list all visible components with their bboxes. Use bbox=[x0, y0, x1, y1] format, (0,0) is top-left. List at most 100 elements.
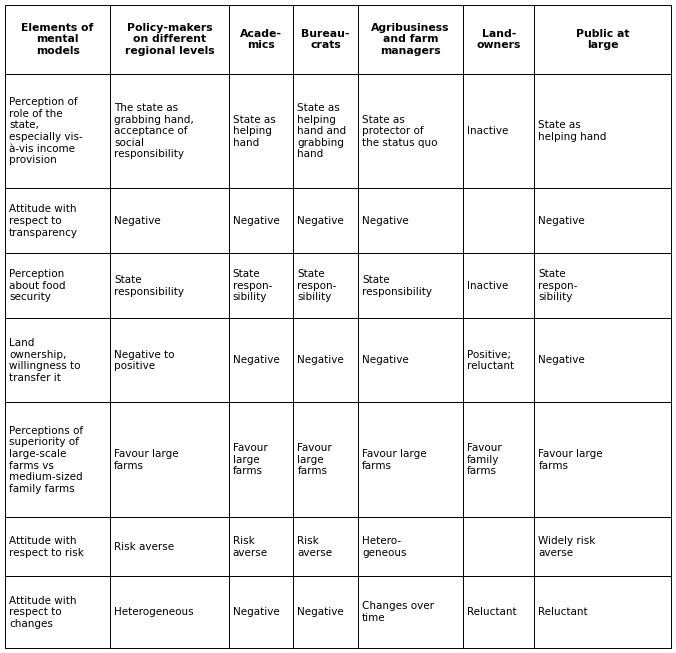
Text: State
respon-
sibility: State respon- sibility bbox=[539, 269, 578, 302]
Text: Hetero-
geneous: Hetero- geneous bbox=[362, 536, 406, 558]
Bar bbox=[358, 253, 463, 319]
Text: Attitude with
respect to
changes: Attitude with respect to changes bbox=[9, 596, 76, 629]
Bar bbox=[228, 577, 293, 648]
Text: Negative: Negative bbox=[297, 607, 344, 617]
Bar bbox=[535, 577, 671, 648]
Bar bbox=[463, 517, 535, 577]
Text: Perception of
role of the
state,
especially vis-
à-vis income
provision: Perception of role of the state, especia… bbox=[9, 97, 82, 165]
Text: Negative to
positive: Negative to positive bbox=[114, 349, 174, 371]
Bar bbox=[293, 319, 358, 402]
Bar bbox=[463, 319, 535, 402]
Bar bbox=[535, 517, 671, 577]
Text: Favour large
farms: Favour large farms bbox=[362, 449, 427, 471]
Text: Favour large
farms: Favour large farms bbox=[114, 449, 179, 471]
Text: Land
ownership,
willingness to
transfer it: Land ownership, willingness to transfer … bbox=[9, 338, 80, 383]
Text: Risk
averse: Risk averse bbox=[233, 536, 268, 558]
Text: Negative: Negative bbox=[297, 355, 344, 366]
Text: Agribusiness
and farm
managers: Agribusiness and farm managers bbox=[371, 23, 450, 56]
Bar bbox=[293, 253, 358, 319]
Bar bbox=[5, 319, 110, 402]
Bar bbox=[110, 253, 228, 319]
Bar bbox=[228, 189, 293, 253]
Text: State as
helping hand: State as helping hand bbox=[539, 120, 607, 142]
Bar bbox=[463, 253, 535, 319]
Bar bbox=[5, 253, 110, 319]
Text: Attitude with
respect to
transparency: Attitude with respect to transparency bbox=[9, 204, 78, 238]
Bar bbox=[293, 74, 358, 189]
Bar bbox=[463, 5, 535, 74]
Text: Negative: Negative bbox=[233, 607, 279, 617]
Bar bbox=[110, 5, 228, 74]
Bar bbox=[293, 5, 358, 74]
Text: State
respon-
sibility: State respon- sibility bbox=[233, 269, 272, 302]
Text: Policy-makers
on different
regional levels: Policy-makers on different regional leve… bbox=[124, 23, 214, 56]
Text: Risk
averse: Risk averse bbox=[297, 536, 333, 558]
Bar bbox=[358, 402, 463, 517]
Bar bbox=[110, 319, 228, 402]
Text: Negative: Negative bbox=[362, 216, 409, 226]
Text: Heterogeneous: Heterogeneous bbox=[114, 607, 194, 617]
Text: Positive;
reluctant: Positive; reluctant bbox=[467, 349, 514, 371]
Text: Reluctant: Reluctant bbox=[467, 607, 517, 617]
Bar bbox=[463, 74, 535, 189]
Bar bbox=[110, 517, 228, 577]
Text: Inactive: Inactive bbox=[467, 281, 508, 291]
Bar bbox=[5, 74, 110, 189]
Text: Perceptions of
superiority of
large-scale
farms vs
medium-sized
family farms: Perceptions of superiority of large-scal… bbox=[9, 426, 83, 494]
Text: Favour
large
farms: Favour large farms bbox=[297, 443, 332, 477]
Bar bbox=[110, 189, 228, 253]
Text: Widely risk
averse: Widely risk averse bbox=[539, 536, 596, 558]
Bar bbox=[228, 319, 293, 402]
Text: Risk averse: Risk averse bbox=[114, 542, 174, 552]
Text: Favour large
farms: Favour large farms bbox=[539, 449, 603, 471]
Bar bbox=[463, 189, 535, 253]
Bar bbox=[358, 5, 463, 74]
Bar bbox=[228, 5, 293, 74]
Bar bbox=[358, 74, 463, 189]
Bar bbox=[293, 577, 358, 648]
Bar bbox=[358, 577, 463, 648]
Text: State
responsibility: State responsibility bbox=[362, 275, 432, 296]
Text: State as
protector of
the status quo: State as protector of the status quo bbox=[362, 114, 437, 148]
Bar bbox=[110, 402, 228, 517]
Text: Negative: Negative bbox=[114, 216, 161, 226]
Text: Attitude with
respect to risk: Attitude with respect to risk bbox=[9, 536, 84, 558]
Text: Reluctant: Reluctant bbox=[539, 607, 588, 617]
Text: Negative: Negative bbox=[539, 216, 585, 226]
Text: Inactive: Inactive bbox=[467, 126, 508, 136]
Bar bbox=[463, 402, 535, 517]
Text: State as
helping
hand: State as helping hand bbox=[233, 114, 276, 148]
Text: Negative: Negative bbox=[362, 355, 409, 366]
Text: Negative: Negative bbox=[233, 216, 279, 226]
Text: State
responsibility: State responsibility bbox=[114, 275, 185, 296]
Text: Acade-
mics: Acade- mics bbox=[240, 29, 282, 50]
Text: Perception
about food
security: Perception about food security bbox=[9, 269, 66, 302]
Bar bbox=[293, 402, 358, 517]
Text: Negative: Negative bbox=[233, 355, 279, 366]
Text: Favour
large
farms: Favour large farms bbox=[233, 443, 268, 477]
Bar bbox=[293, 517, 358, 577]
Bar bbox=[358, 517, 463, 577]
Bar bbox=[110, 74, 228, 189]
Text: Public at
large: Public at large bbox=[576, 29, 629, 50]
Bar bbox=[535, 253, 671, 319]
Bar bbox=[228, 517, 293, 577]
Text: Favour
family
farms: Favour family farms bbox=[467, 443, 502, 477]
Bar bbox=[5, 402, 110, 517]
Bar bbox=[228, 402, 293, 517]
Bar bbox=[5, 189, 110, 253]
Bar bbox=[535, 189, 671, 253]
Bar bbox=[228, 74, 293, 189]
Bar bbox=[535, 402, 671, 517]
Bar bbox=[5, 5, 110, 74]
Bar bbox=[228, 253, 293, 319]
Text: State as
helping
hand and
grabbing
hand: State as helping hand and grabbing hand bbox=[297, 103, 347, 159]
Bar bbox=[5, 577, 110, 648]
Text: Land-
owners: Land- owners bbox=[477, 29, 521, 50]
Text: Elements of
mental
models: Elements of mental models bbox=[22, 23, 94, 56]
Bar bbox=[110, 577, 228, 648]
Bar bbox=[535, 319, 671, 402]
Bar bbox=[358, 319, 463, 402]
Text: Negative: Negative bbox=[297, 216, 344, 226]
Bar bbox=[358, 189, 463, 253]
